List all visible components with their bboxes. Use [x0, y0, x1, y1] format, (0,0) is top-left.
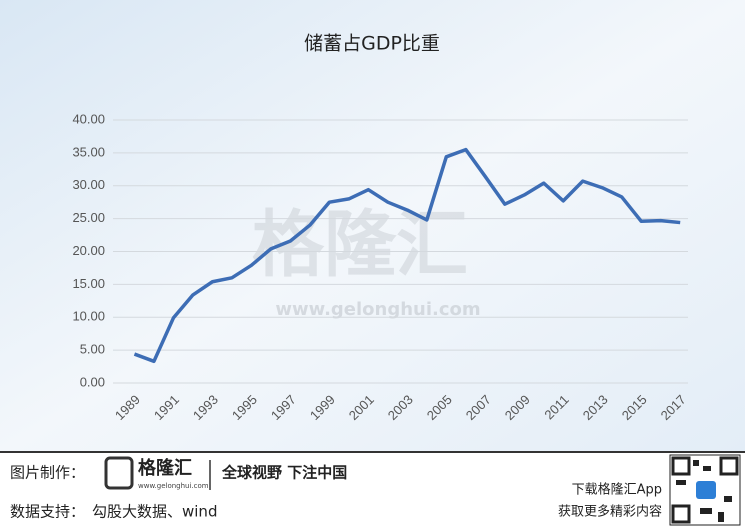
data-label: 数据支持： [10, 503, 85, 521]
y-tick-label: 25.00 [72, 210, 105, 225]
logo-icon [104, 456, 134, 490]
data-source: 勾股大数据、wind [92, 503, 217, 521]
watermark: 格隆汇 [252, 203, 468, 287]
app-line2: 获取更多精彩内容 [558, 504, 662, 520]
slogan: 全球视野 下注中国 [221, 464, 347, 482]
footer [0, 452, 745, 531]
background [0, 0, 745, 452]
y-tick-label: 40.00 [72, 111, 105, 126]
watermark-url: www.gelonghui.com [275, 299, 480, 320]
made-by-label: 图片制作： [10, 464, 85, 482]
y-tick-label: 30.00 [72, 177, 105, 192]
y-tick-label: 35.00 [72, 144, 105, 159]
app-line1: 下载格隆汇App [572, 482, 662, 498]
y-tick-label: 0.00 [80, 374, 105, 389]
y-tick-label: 10.00 [72, 309, 105, 324]
y-tick-label: 20.00 [72, 243, 105, 258]
chart-title: 储蓄占GDP比重 [304, 33, 440, 55]
y-tick-label: 5.00 [80, 342, 105, 357]
qr-code [669, 454, 741, 526]
logo-name: 格隆汇 [138, 457, 192, 479]
line-series [133, 147, 681, 364]
y-tick-label: 15.00 [72, 276, 105, 291]
logo-url: www.gelonghui.com [138, 482, 209, 490]
